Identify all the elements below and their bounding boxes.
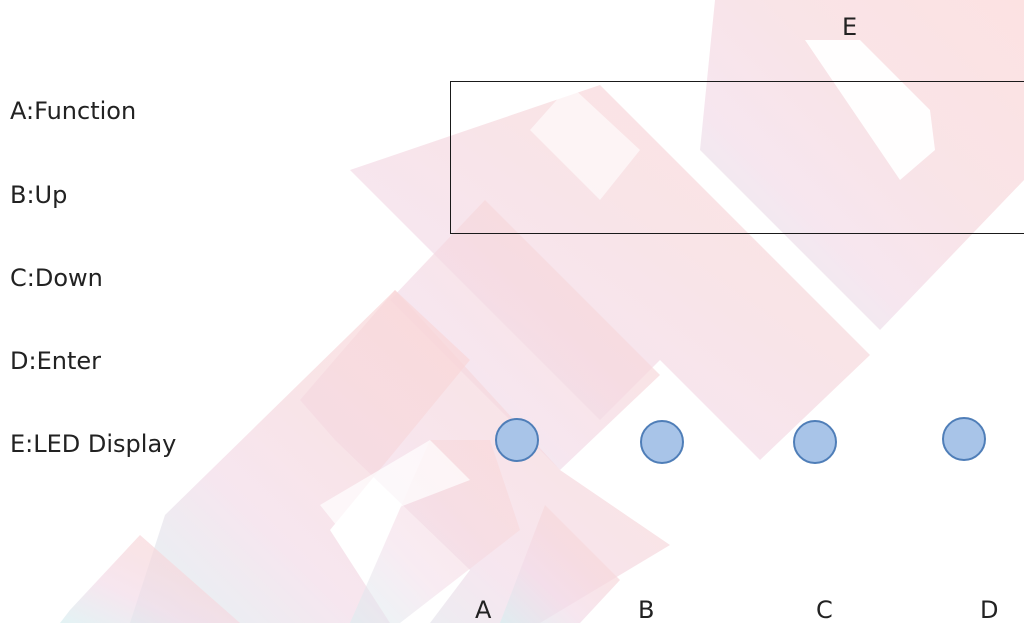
legend-item-function: A:Function <box>10 97 137 125</box>
watermark-cutout-2 <box>530 85 640 200</box>
enter-button[interactable] <box>942 417 986 461</box>
down-button[interactable] <box>793 420 837 464</box>
enter-button-label: D <box>980 596 999 623</box>
watermark-band-6 <box>60 535 240 623</box>
function-button[interactable] <box>495 418 539 462</box>
legend-item-down: C:Down <box>10 264 103 292</box>
watermark-band-5 <box>130 290 470 623</box>
watermark-band-2 <box>700 0 1024 330</box>
legend-item-up: B:Up <box>10 181 68 209</box>
watermark-cutout-1 <box>805 40 935 180</box>
watermark-band-1 <box>350 85 870 460</box>
led-display <box>450 81 1024 234</box>
watermark-cutout-3 <box>320 440 470 530</box>
up-button-label: B <box>638 596 655 623</box>
watermark-band-8 <box>500 505 620 623</box>
led-display-label: E <box>842 13 858 41</box>
legend-item-led-display: E:LED Display <box>10 430 177 458</box>
legend-item-enter: D:Enter <box>10 347 101 375</box>
watermark-band-7 <box>350 440 520 623</box>
watermark-band-3 <box>390 200 660 470</box>
up-button[interactable] <box>640 420 684 464</box>
function-button-label: A <box>475 596 492 623</box>
down-button-label: C <box>816 596 833 623</box>
